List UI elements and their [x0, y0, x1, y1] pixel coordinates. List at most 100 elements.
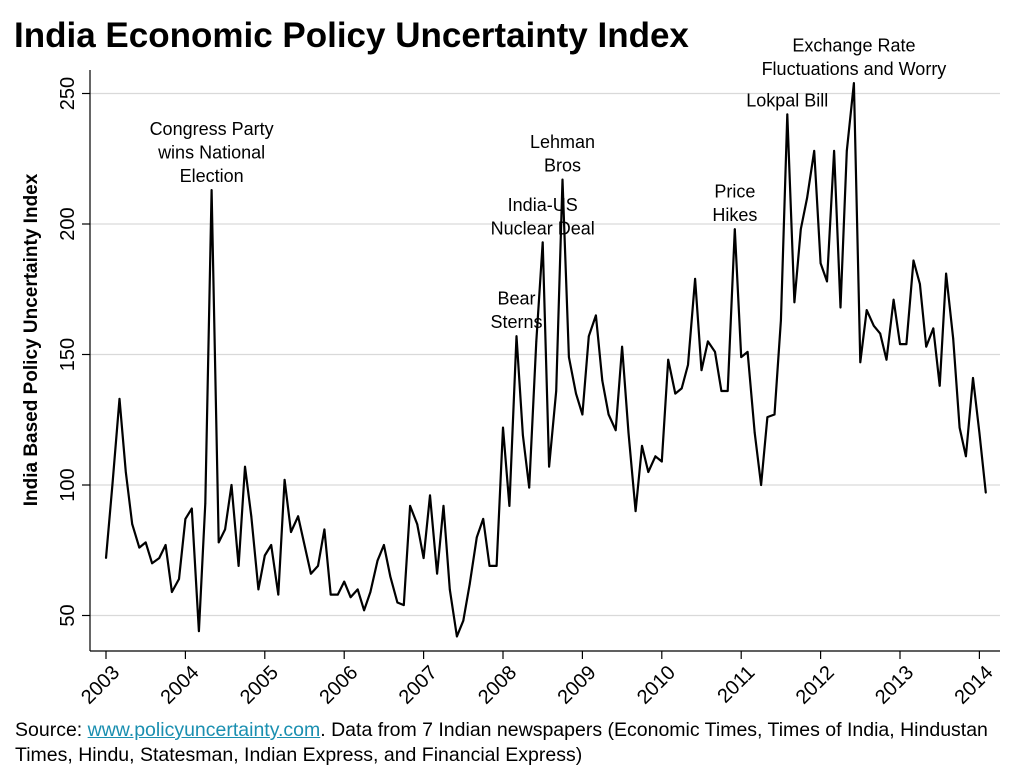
data-point [396, 601, 399, 604]
data-point [733, 228, 736, 231]
data-point [905, 343, 908, 345]
data-point [587, 335, 590, 338]
data-point [383, 544, 385, 546]
data-point [402, 604, 405, 606]
data-point [786, 113, 789, 116]
data-point [356, 588, 359, 591]
data-point [508, 505, 511, 507]
series-group [104, 82, 987, 638]
data-point [826, 280, 828, 283]
data-point [488, 565, 491, 567]
x-tick-label: 2012 [792, 662, 839, 709]
data-point [978, 431, 981, 434]
x-axis-ticks: 2003 2004 2005 2006 2007 2008 2009 2010 2011 2012… [77, 651, 998, 709]
data-point [369, 591, 372, 593]
data-point [925, 345, 928, 348]
data-point [707, 340, 709, 343]
data-point [217, 541, 220, 544]
data-point [462, 619, 465, 622]
data-point [607, 413, 610, 416]
data-point [151, 562, 154, 565]
data-point [819, 262, 822, 265]
data-point [297, 515, 299, 518]
annotation-label: Price Hikes [712, 182, 757, 226]
data-point [178, 578, 180, 580]
data-point [958, 426, 961, 429]
data-point [171, 591, 173, 593]
data-point [303, 544, 306, 546]
data-point [984, 491, 987, 494]
data-point [621, 345, 623, 348]
annotation-label: Congress Party wins National Election [150, 119, 274, 186]
data-point [627, 431, 630, 434]
data-point [694, 277, 696, 280]
data-point [965, 455, 967, 458]
data-point [726, 390, 729, 392]
data-point [938, 384, 941, 387]
x-tick-label: 2011 [713, 662, 759, 708]
data-point [515, 335, 518, 338]
source-suffix: . Data from 7 Indian newspapers (Economi… [15, 719, 988, 766]
data-point [257, 588, 260, 591]
data-point [522, 434, 524, 437]
data-point [349, 596, 352, 599]
y-tick-label: 150 [57, 338, 79, 371]
data-point [561, 178, 564, 181]
data-point [283, 478, 286, 481]
x-tick-label: 2010 [633, 662, 680, 709]
data-point [416, 523, 419, 525]
data-point [601, 379, 604, 382]
data-point [329, 593, 332, 596]
data-point [555, 390, 558, 392]
data-point [899, 343, 901, 345]
data-point [746, 351, 749, 353]
data-point [244, 465, 246, 468]
data-point [502, 426, 504, 429]
y-tick-label: 200 [57, 207, 79, 240]
data-point [317, 565, 319, 567]
data-point [813, 150, 816, 152]
data-point [568, 356, 570, 358]
data-point [845, 150, 848, 152]
data-point [641, 445, 643, 447]
x-tick-label: 2008 [474, 662, 521, 709]
data-point [714, 351, 716, 353]
data-point [158, 557, 161, 559]
data-point [118, 398, 121, 400]
data-point [872, 324, 875, 327]
data-point [528, 486, 531, 489]
data-point [475, 536, 478, 539]
x-tick-label: 2006 [315, 662, 362, 709]
page-title: India Economic Policy Uncertainty Index [14, 16, 689, 55]
data-point [535, 340, 538, 343]
data-point [263, 554, 266, 557]
data-point [853, 82, 855, 84]
data-point [210, 189, 213, 192]
data-point [429, 494, 431, 497]
x-tick-label: 2014 [951, 662, 998, 709]
y-axis-label: India Based Policy Uncertainty Index [21, 173, 42, 506]
x-tick-label: 2003 [77, 662, 124, 709]
data-point [277, 593, 280, 596]
data-point [131, 523, 134, 525]
data-point [919, 283, 921, 285]
data-point [105, 557, 107, 559]
data-point [250, 515, 253, 518]
data-point [436, 572, 438, 575]
data-point [806, 197, 808, 199]
data-point [720, 390, 723, 392]
data-point [144, 541, 147, 544]
data-point [111, 484, 114, 486]
annotation-label: Bear Sterns [490, 289, 542, 333]
data-point [164, 544, 167, 546]
data-point [839, 306, 842, 309]
data-point [859, 361, 862, 364]
data-point [456, 635, 458, 638]
y-axis-ticks: 50 100 150 200 250 [57, 77, 90, 627]
x-tick-label: 2007 [395, 662, 442, 709]
source-link[interactable]: www.policyuncertainty.com [87, 719, 321, 741]
data-point [184, 518, 187, 520]
data-point [336, 593, 339, 596]
annotation-label: Exchange Rate Fluctuations and Worry [762, 36, 947, 80]
